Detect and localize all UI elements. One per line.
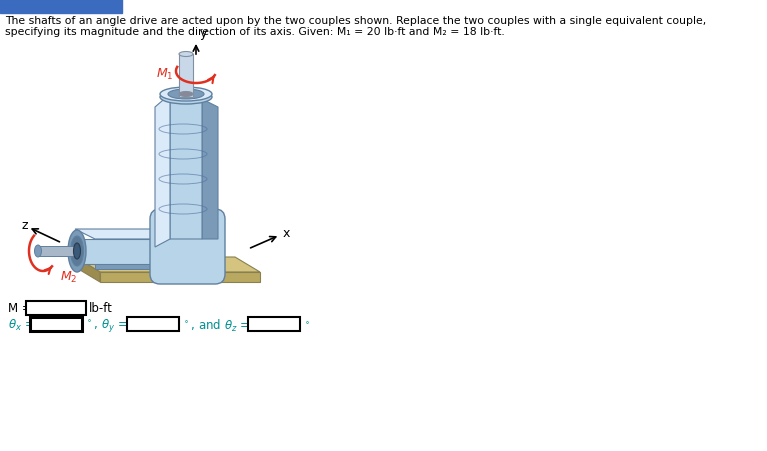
Text: $^\circ$, $\theta_y$ =: $^\circ$, $\theta_y$ = [85,318,128,334]
Ellipse shape [160,91,212,105]
Polygon shape [170,95,202,239]
Bar [248,318,300,331]
FancyBboxPatch shape [150,210,225,285]
Polygon shape [75,258,100,282]
Text: $M_2$: $M_2$ [60,269,77,284]
Bar [127,318,179,331]
Bar [38,246,78,257]
Polygon shape [100,272,260,282]
Text: $M_1$: $M_1$ [156,66,173,81]
Ellipse shape [179,52,193,57]
Text: y: y [200,27,207,40]
Text: specifying its magnitude and the direction of its axis. Given: M₁ = 20 lb·ft and: specifying its magnitude and the directi… [5,27,505,37]
Ellipse shape [160,88,212,102]
Polygon shape [185,215,215,264]
Ellipse shape [35,245,41,258]
Polygon shape [202,100,218,239]
Text: The shafts of an angle drive are acted upon by the two couples shown. Replace th: The shafts of an angle drive are acted u… [5,16,706,26]
Bar [26,301,86,315]
Text: $\theta_x$ =: $\theta_x$ = [8,318,35,332]
Ellipse shape [168,90,204,100]
Text: $^\circ$: $^\circ$ [303,318,311,330]
Ellipse shape [179,92,193,97]
Bar [0,0,122,14]
Ellipse shape [68,230,86,272]
Polygon shape [75,230,205,239]
Polygon shape [95,264,205,269]
Text: lb-ft: lb-ft [89,301,113,314]
Bar [179,55,193,98]
Bar [30,318,82,331]
Polygon shape [155,95,170,248]
Ellipse shape [71,236,84,267]
Text: $^\circ$, and $\theta_z$ =: $^\circ$, and $\theta_z$ = [182,318,250,333]
Ellipse shape [74,244,81,259]
Text: z: z [22,219,28,232]
Polygon shape [75,239,185,264]
Text: M =: M = [8,301,31,314]
Text: x: x [283,227,291,240]
Polygon shape [75,258,260,272]
